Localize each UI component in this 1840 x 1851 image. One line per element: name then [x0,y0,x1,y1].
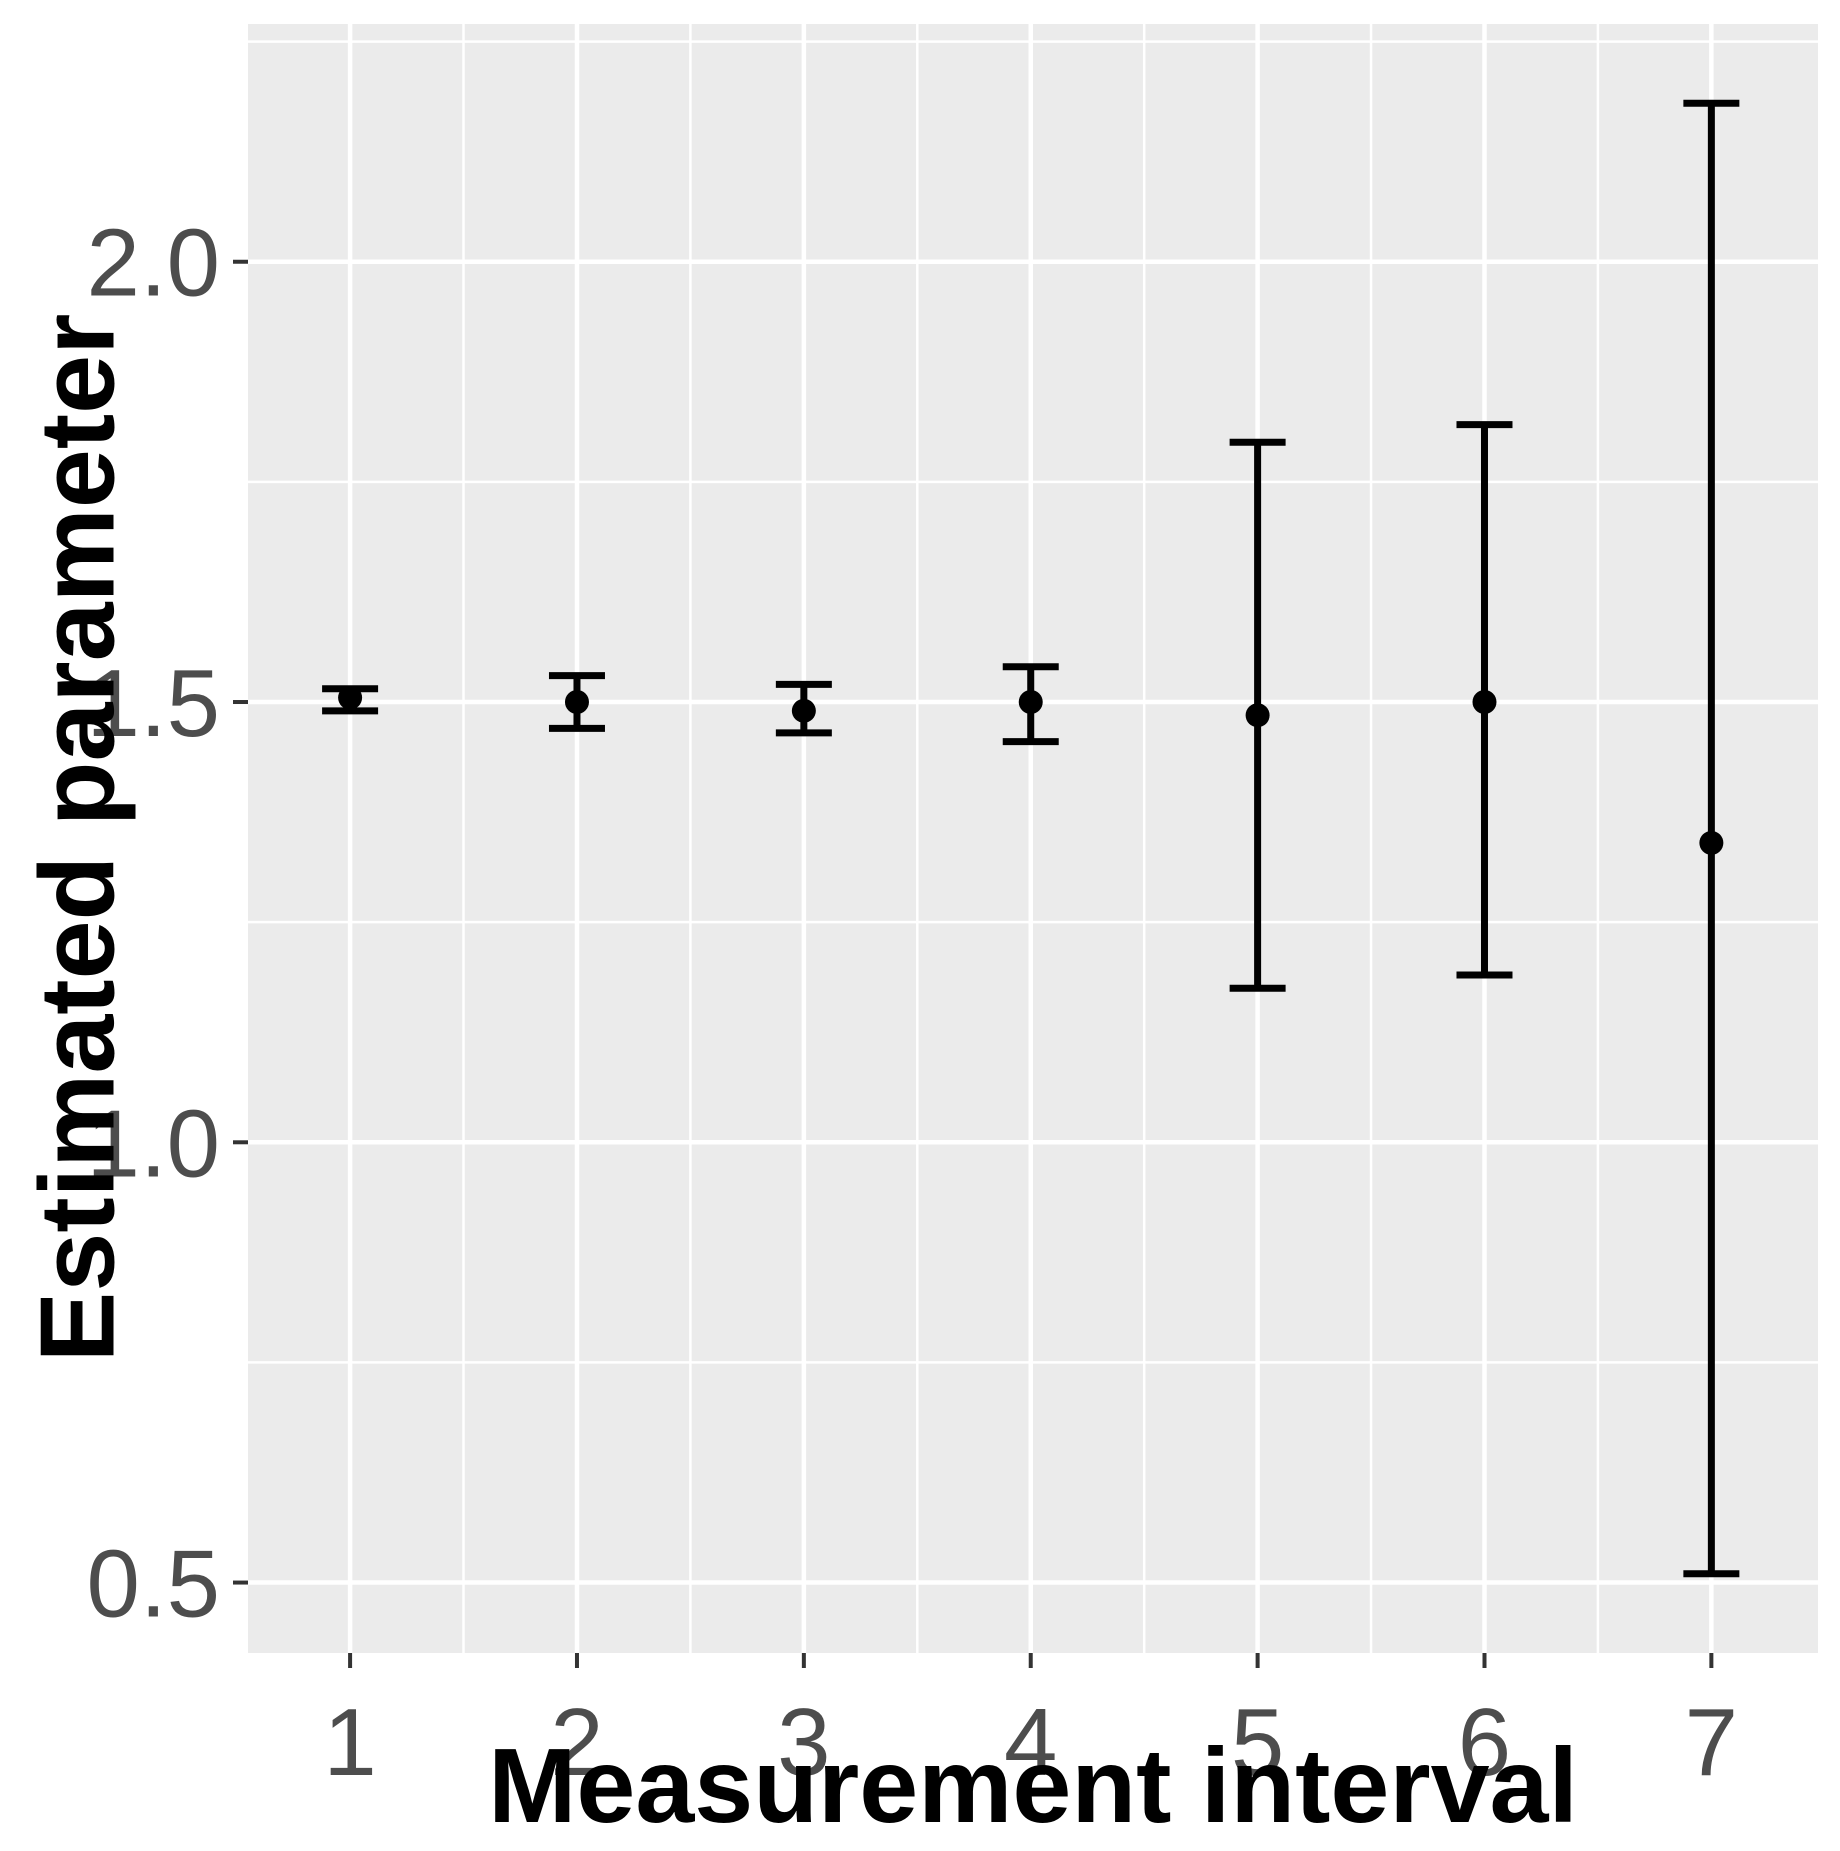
data-point [1472,690,1497,715]
panel-background [248,24,1818,1653]
y-tick-label: 1.0 [87,1090,220,1197]
data-point [1018,690,1043,715]
x-tick-label: 4 [1004,1689,1057,1796]
y-tick-label: 0.5 [87,1531,220,1638]
y-tick-label: 2.0 [87,210,220,317]
x-tick-label: 2 [550,1689,603,1796]
x-tick-label: 5 [1231,1689,1284,1796]
x-tick-label: 7 [1685,1689,1738,1796]
y-axis-title: Estimated parameter [18,313,137,1363]
data-point [791,698,816,723]
y-tick-label: 1.5 [87,650,220,757]
data-point [338,685,363,710]
x-tick-label: 6 [1458,1689,1511,1796]
x-axis-title: Measurement interval [488,1727,1578,1845]
data-point [1245,703,1270,728]
data-point [1699,830,1724,855]
x-tick-label: 3 [777,1689,830,1796]
data-point [564,690,589,715]
x-tick-label: 1 [323,1689,376,1796]
